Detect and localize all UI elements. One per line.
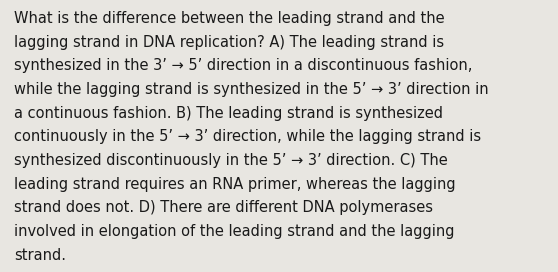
Text: strand does not. D) There are different DNA polymerases: strand does not. D) There are different … — [14, 200, 433, 215]
Text: lagging strand in DNA replication? A) The leading strand is: lagging strand in DNA replication? A) Th… — [14, 35, 444, 50]
Text: What is the difference between the leading strand and the: What is the difference between the leadi… — [14, 11, 445, 26]
Text: strand.: strand. — [14, 248, 66, 262]
Text: synthesized discontinuously in the 5’ → 3’ direction. C) The: synthesized discontinuously in the 5’ → … — [14, 153, 448, 168]
Text: synthesized in the 3’ → 5’ direction in a discontinuous fashion,: synthesized in the 3’ → 5’ direction in … — [14, 58, 472, 73]
Text: leading strand requires an RNA primer, whereas the lagging: leading strand requires an RNA primer, w… — [14, 177, 455, 191]
Text: a continuous fashion. B) The leading strand is synthesized: a continuous fashion. B) The leading str… — [14, 106, 443, 120]
Text: continuously in the 5’ → 3’ direction, while the lagging strand is: continuously in the 5’ → 3’ direction, w… — [14, 129, 481, 144]
Text: while the lagging strand is synthesized in the 5’ → 3’ direction in: while the lagging strand is synthesized … — [14, 82, 489, 97]
Text: involved in elongation of the leading strand and the lagging: involved in elongation of the leading st… — [14, 224, 454, 239]
